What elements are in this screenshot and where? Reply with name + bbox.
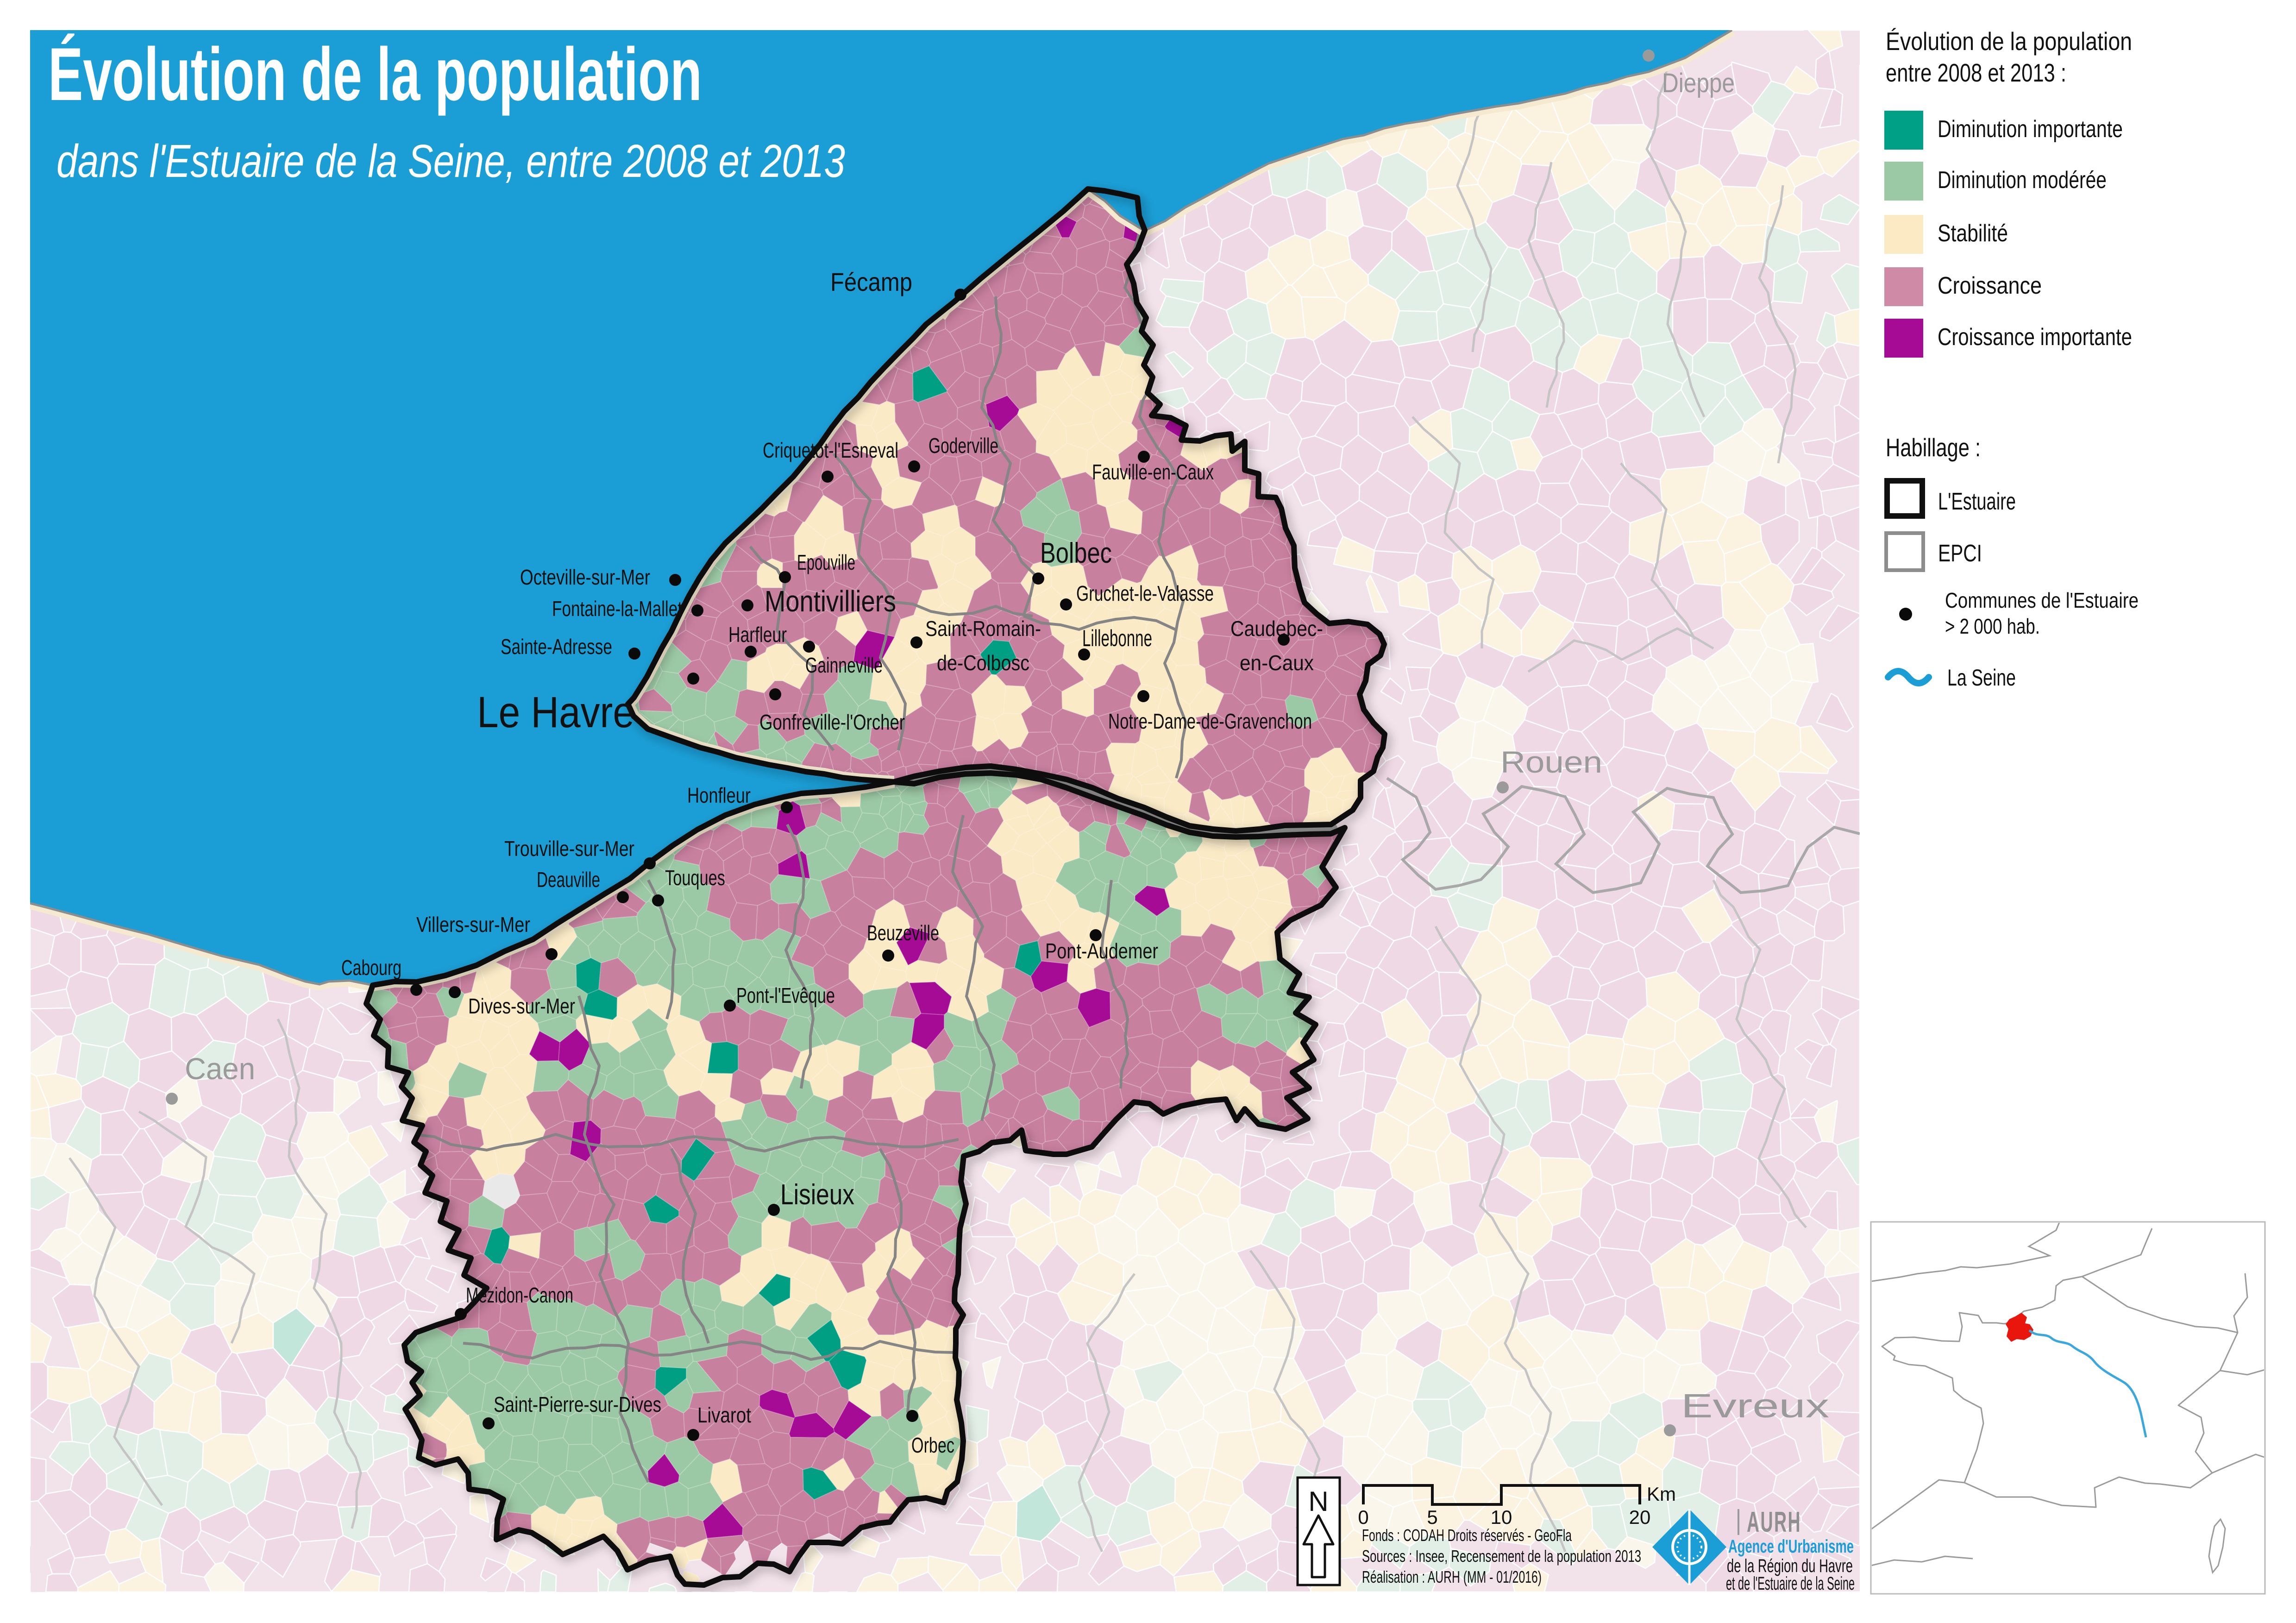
svg-text:Sources : Insee, Recensement d: Sources : Insee, Recensement de la popul… — [1362, 1547, 1641, 1566]
svg-text:Mézidon-Canon: Mézidon-Canon — [466, 1283, 573, 1307]
svg-text:Réalisation : AURH (MM - 01/20: Réalisation : AURH (MM - 01/2016) — [1362, 1567, 1542, 1586]
svg-text:Orbec: Orbec — [911, 1433, 954, 1457]
svg-text:Saint-Pierre-sur-Dives: Saint-Pierre-sur-Dives — [494, 1392, 661, 1416]
svg-text:Le Havre: Le Havre — [477, 688, 634, 737]
svg-text:Stabilité: Stabilité — [1938, 220, 2008, 247]
svg-text:10: 10 — [1491, 1506, 1512, 1528]
svg-text:Saint-Romain-: Saint-Romain- — [925, 616, 1041, 641]
svg-text:Dieppe: Dieppe — [1662, 68, 1735, 98]
svg-text:Gonfreville-l'Orcher: Gonfreville-l'Orcher — [759, 710, 905, 734]
svg-text:Caen: Caen — [185, 1051, 255, 1086]
svg-text:Fonds : CODAH Droits réservés: Fonds : CODAH Droits réservés - GeoFla — [1362, 1526, 1572, 1545]
svg-text:Notre-Dame-de-Gravenchon: Notre-Dame-de-Gravenchon — [1108, 709, 1312, 733]
svg-text:L'Estuaire: L'Estuaire — [1938, 488, 2016, 515]
svg-text:Agence d'Urbanisme: Agence d'Urbanisme — [1728, 1536, 1854, 1557]
svg-text:Montivilliers: Montivilliers — [765, 585, 896, 618]
svg-text:Fécamp: Fécamp — [830, 267, 912, 296]
svg-text:Deauville: Deauville — [537, 868, 600, 892]
svg-text:Beuzeville: Beuzeville — [867, 921, 939, 945]
svg-text:de-Colbosc: de-Colbosc — [937, 651, 1029, 675]
svg-text:dans l'Estuaire de la Seine, e: dans l'Estuaire de la Seine, entre 2008 … — [56, 135, 845, 187]
svg-text:Criquetot-l'Esneval: Criquetot-l'Esneval — [763, 438, 898, 462]
svg-text:Evreux: Evreux — [1681, 1388, 1829, 1425]
svg-text:Sainte-Adresse: Sainte-Adresse — [501, 635, 612, 659]
svg-text:EPCI: EPCI — [1938, 540, 1982, 567]
svg-text:Octeville-sur-Mer: Octeville-sur-Mer — [520, 565, 650, 589]
svg-text:Dives-sur-Mer: Dives-sur-Mer — [468, 994, 575, 1018]
svg-text:Gruchet-le-Valasse: Gruchet-le-Valasse — [1076, 581, 1214, 605]
svg-text:Fauville-en-Caux: Fauville-en-Caux — [1092, 460, 1214, 484]
svg-text:et de l'Estuaire de la Seine: et de l'Estuaire de la Seine — [1726, 1573, 1855, 1594]
svg-text:AURH: AURH — [1747, 1506, 1801, 1538]
svg-text:Habillage :: Habillage : — [1886, 433, 1981, 462]
svg-text:Bolbec: Bolbec — [1040, 537, 1112, 569]
svg-text:Communes de l'Estuaire: Communes de l'Estuaire — [1945, 588, 2139, 612]
svg-text:en-Caux: en-Caux — [1240, 651, 1314, 675]
svg-text:La Seine: La Seine — [1947, 665, 2016, 691]
svg-text:Croissance: Croissance — [1938, 272, 2042, 299]
svg-text:Évolution de la population: Évolution de la population — [1886, 27, 2132, 56]
svg-text:Trouville-sur-Mer: Trouville-sur-Mer — [504, 837, 634, 861]
svg-text:de la Région du Havre: de la Région du Havre — [1727, 1556, 1853, 1576]
svg-text:Fontaine-la-Mallet: Fontaine-la-Mallet — [552, 597, 682, 621]
svg-text:Gainneville: Gainneville — [805, 653, 883, 677]
svg-text:Livarot: Livarot — [697, 1403, 751, 1427]
svg-text:Pont-l'Evêque: Pont-l'Evêque — [736, 983, 835, 1007]
svg-text:Évolution de la population: Évolution de la population — [48, 32, 702, 116]
svg-text:Epouville: Epouville — [797, 550, 855, 574]
svg-text:Touques: Touques — [665, 866, 725, 890]
svg-text:Cabourg: Cabourg — [341, 956, 401, 980]
svg-text:Lillebonne: Lillebonne — [1082, 625, 1152, 651]
svg-text:Villers-sur-Mer: Villers-sur-Mer — [416, 912, 530, 937]
svg-text:Pont-Audemer: Pont-Audemer — [1045, 939, 1158, 963]
svg-text:Diminution modérée: Diminution modérée — [1938, 167, 2107, 194]
svg-text:20: 20 — [1629, 1506, 1651, 1528]
svg-text:Croissance importante: Croissance importante — [1938, 324, 2132, 351]
svg-text:0: 0 — [1358, 1506, 1368, 1528]
svg-text:Goderville: Goderville — [928, 434, 998, 458]
svg-text:Km: Km — [1647, 1483, 1676, 1505]
svg-text:Caudebec-: Caudebec- — [1230, 616, 1323, 641]
svg-text:Honfleur: Honfleur — [687, 783, 751, 807]
svg-text:entre 2008 et 2013 :: entre 2008 et 2013 : — [1886, 58, 2066, 87]
svg-text:5: 5 — [1427, 1506, 1437, 1528]
svg-text:Diminution importante: Diminution importante — [1938, 116, 2123, 143]
svg-text:N: N — [1308, 1486, 1328, 1517]
svg-text:Lisieux: Lisieux — [780, 1179, 854, 1211]
svg-text:Rouen: Rouen — [1500, 745, 1602, 779]
svg-text:> 2 000 hab.: > 2 000 hab. — [1945, 614, 2040, 638]
svg-text:Harfleur: Harfleur — [728, 623, 787, 647]
